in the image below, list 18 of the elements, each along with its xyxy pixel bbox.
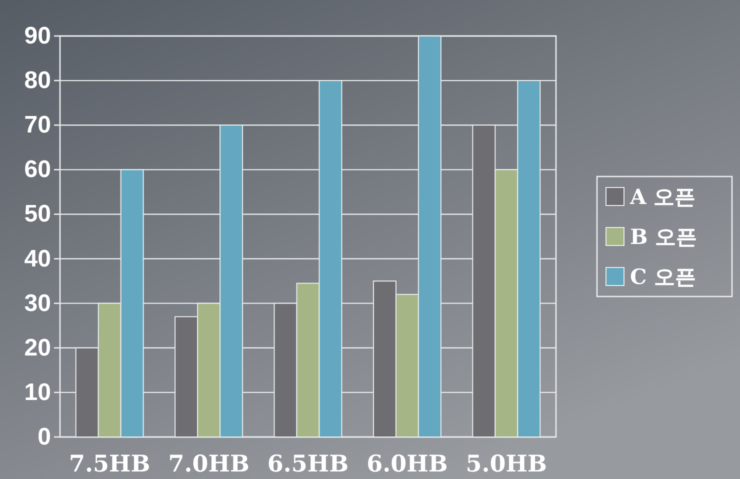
y-tick-label: 60 xyxy=(24,156,51,184)
y-tick-label: 70 xyxy=(24,112,51,139)
y-tick-label: 10 xyxy=(24,378,51,406)
y-tick-label: 0 xyxy=(38,424,51,450)
x-tick-label: 7.0HB xyxy=(168,450,250,478)
legend-label: A 오픈 xyxy=(629,184,696,209)
x-tick-label: 5.0HB xyxy=(466,450,547,478)
y-tick-label: 40 xyxy=(24,245,51,272)
y-tick-label: 50 xyxy=(24,200,51,228)
y-tick-label: 80 xyxy=(24,67,51,94)
legend-label: C 오픈 xyxy=(630,264,696,289)
x-tick-label: 7.5HB xyxy=(69,450,150,478)
y-tick-label: 20 xyxy=(24,334,51,362)
y-tick-label: 30 xyxy=(24,290,51,317)
legend-label: B 오픈 xyxy=(630,224,698,249)
x-tick-label: 6.0HB xyxy=(366,450,448,478)
x-tick-label: 6.5HB xyxy=(267,450,349,478)
y-tick-label: 90 xyxy=(24,22,51,50)
